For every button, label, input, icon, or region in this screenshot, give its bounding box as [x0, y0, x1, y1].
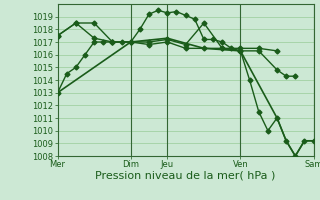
X-axis label: Pression niveau de la mer( hPa ): Pression niveau de la mer( hPa )	[95, 171, 276, 181]
